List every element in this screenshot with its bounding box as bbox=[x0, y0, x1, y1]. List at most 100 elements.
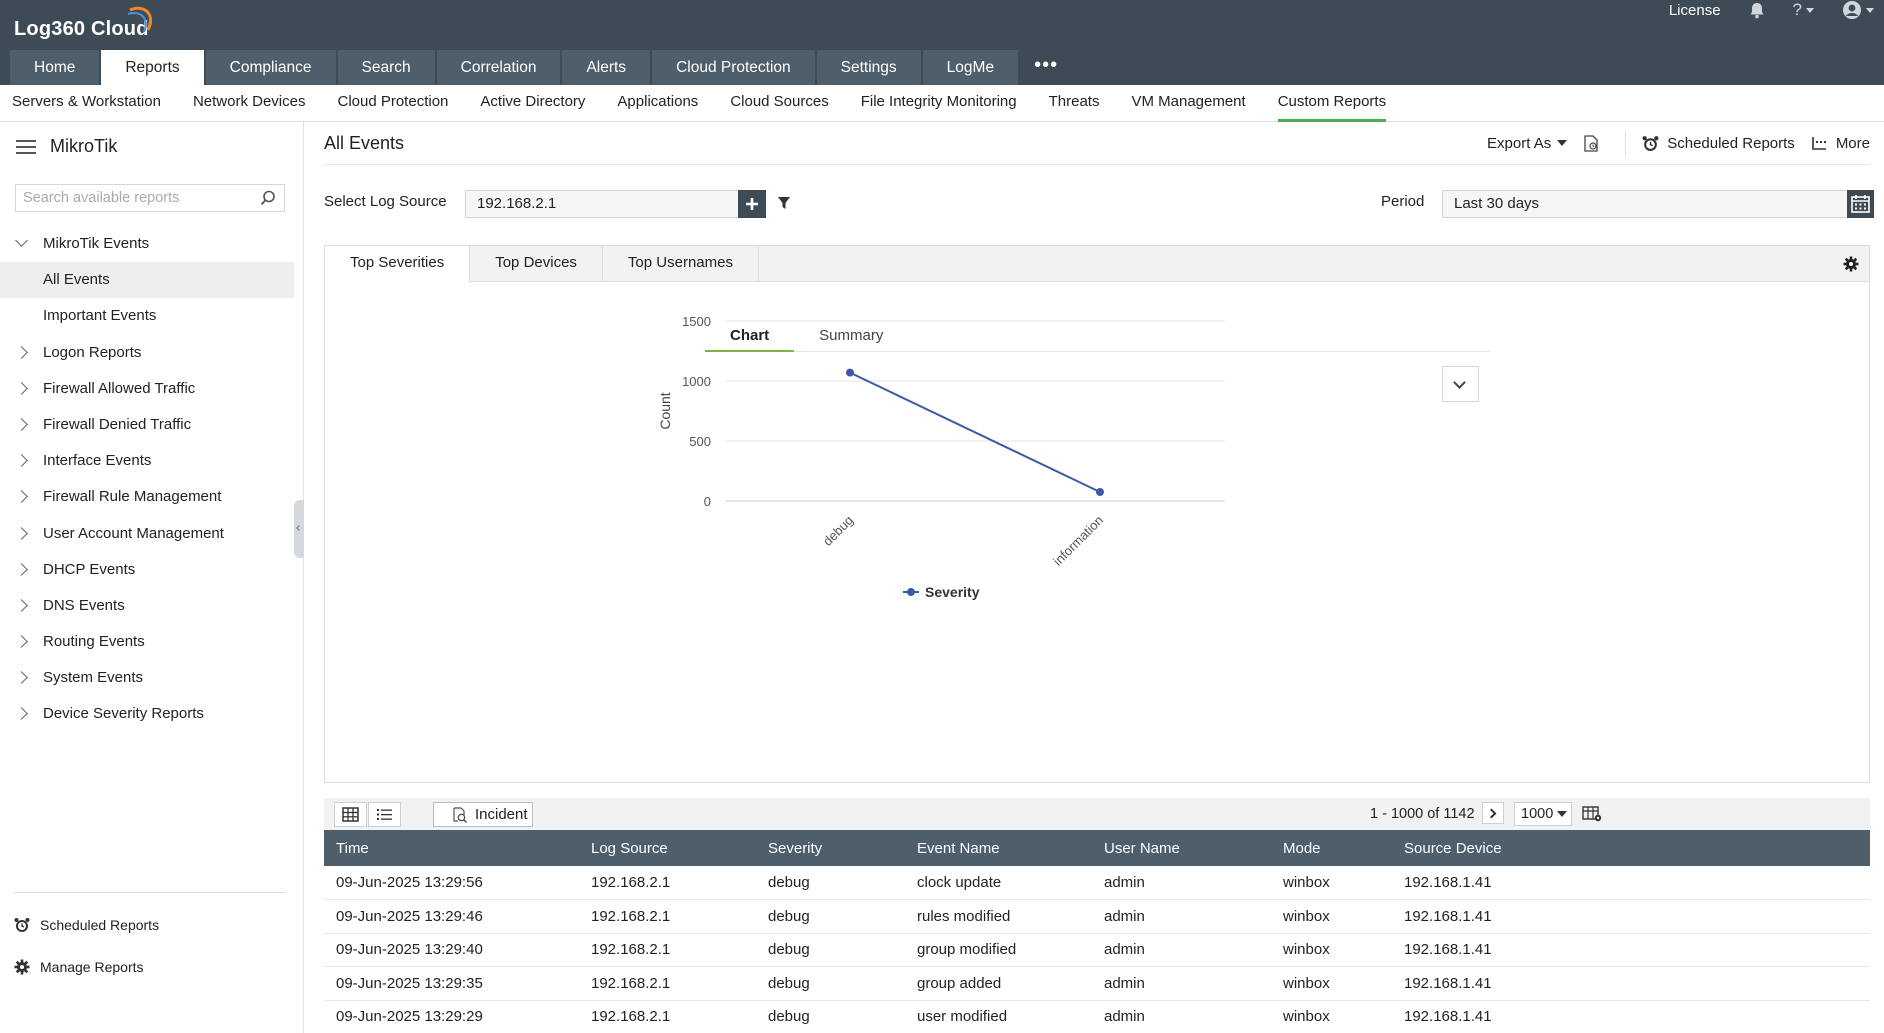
column-header-mode[interactable]: Mode bbox=[1271, 830, 1392, 866]
main-tab-search[interactable]: Search bbox=[337, 50, 435, 85]
chart-type-dropdown[interactable] bbox=[1442, 366, 1479, 402]
cell-mode: winbox bbox=[1271, 966, 1392, 1001]
log-source-field[interactable]: 192.168.2.1 bbox=[465, 190, 765, 218]
sidebar-item-firewall-rule-management[interactable]: Firewall Rule Management bbox=[0, 479, 304, 515]
view-tab-summary[interactable]: Summary bbox=[819, 327, 884, 344]
column-header-source-device[interactable]: Source Device bbox=[1392, 830, 1870, 866]
main-tab-logme[interactable]: LogMe bbox=[922, 50, 1019, 85]
subnav-vm-management[interactable]: VM Management bbox=[1131, 93, 1246, 110]
main-tab-cloud-protection[interactable]: Cloud Protection bbox=[652, 50, 815, 85]
data-point-information[interactable] bbox=[1096, 488, 1104, 496]
more-button[interactable]: More bbox=[1811, 135, 1870, 152]
sidebar-item-firewall-allowed-traffic[interactable]: Firewall Allowed Traffic bbox=[0, 371, 304, 407]
period-field[interactable]: Last 30 days bbox=[1442, 190, 1874, 218]
subnav-network-devices[interactable]: Network Devices bbox=[192, 93, 306, 110]
table-row[interactable]: 09-Jun-2025 13:29:56 192.168.2.1 debug cloc… bbox=[324, 866, 1870, 900]
y-tick-label: 500 bbox=[689, 434, 711, 449]
sidebar-item-system-events[interactable]: System Events bbox=[0, 660, 304, 696]
manage-reports-label: Manage Reports bbox=[40, 959, 144, 975]
subnav-custom-reports[interactable]: Custom Reports bbox=[1277, 85, 1387, 122]
column-header-log-source[interactable]: Log Source bbox=[579, 830, 756, 866]
hamburger-menu-icon[interactable] bbox=[16, 139, 36, 154]
sidebar-item-routing-events[interactable]: Routing Events bbox=[0, 624, 304, 660]
sidebar-item-all-events[interactable]: All Events bbox=[0, 262, 294, 299]
grid-view-button[interactable] bbox=[334, 802, 367, 827]
sidebar-item-logon-reports[interactable]: Logon Reports bbox=[0, 335, 304, 371]
manage-reports-link[interactable]: Manage Reports bbox=[14, 947, 286, 987]
scheduled-reports-button[interactable]: Scheduled Reports bbox=[1642, 135, 1795, 152]
cell-event-name: clock update bbox=[905, 866, 1092, 900]
help-menu[interactable]: ? bbox=[1793, 0, 1814, 20]
main-tab-compliance[interactable]: Compliance bbox=[205, 50, 336, 85]
cell-log-source: 192.168.2.1 bbox=[579, 899, 756, 934]
export-as-button[interactable]: Export As bbox=[1487, 135, 1568, 152]
sidebar-item-important-events[interactable]: Important Events bbox=[43, 307, 157, 325]
page-size-select[interactable]: 1000 bbox=[1514, 802, 1572, 826]
sidebar-item-interface-events[interactable]: Interface Events bbox=[0, 443, 304, 479]
filter-icon[interactable] bbox=[777, 196, 791, 210]
table-row[interactable]: 09-Jun-2025 13:29:46 192.168.2.1 debug rule… bbox=[324, 899, 1870, 934]
subnav-active-directory[interactable]: Active Directory bbox=[480, 93, 586, 110]
export-pdf-icon[interactable] bbox=[1583, 134, 1607, 152]
main-tab-alerts[interactable]: Alerts bbox=[562, 50, 651, 85]
table-row[interactable]: 09-Jun-2025 13:29:40 192.168.2.1 debug grou… bbox=[324, 933, 1870, 967]
subnav-cloud-protection[interactable]: Cloud Protection bbox=[337, 93, 449, 110]
column-header-user-name[interactable]: User Name bbox=[1092, 830, 1271, 866]
data-point-debug[interactable] bbox=[846, 368, 854, 377]
view-tab-chart[interactable]: Chart bbox=[705, 326, 795, 352]
column-header-severity[interactable]: Severity bbox=[756, 830, 905, 866]
more-options-icon bbox=[1812, 137, 1826, 150]
search-icon[interactable] bbox=[260, 190, 276, 206]
legend-marker bbox=[907, 588, 915, 596]
sidebar-collapse-handle[interactable] bbox=[294, 500, 304, 558]
user-menu[interactable] bbox=[1842, 0, 1874, 20]
tab-top-devices[interactable]: Top Devices bbox=[470, 246, 603, 282]
subnav-threats[interactable]: Threats bbox=[1048, 93, 1100, 110]
column-header-event-name[interactable]: Event Name bbox=[905, 830, 1092, 866]
settings-gear-icon[interactable] bbox=[1843, 256, 1859, 272]
main-tab-reports[interactable]: Reports bbox=[101, 50, 204, 85]
subnav-cloud-sources[interactable]: Cloud Sources bbox=[730, 93, 829, 110]
tab-top-usernames[interactable]: Top Usernames bbox=[603, 246, 759, 282]
top-right-actions: License ? bbox=[1641, 0, 1874, 20]
sidebar-item-device-severity-reports[interactable]: Device Severity Reports bbox=[0, 696, 304, 732]
sidebar-item-label: DHCP Events bbox=[43, 560, 136, 578]
main-tab-correlation[interactable]: Correlation bbox=[436, 50, 561, 85]
column-chooser-icon[interactable] bbox=[1582, 805, 1602, 822]
cell-severity: debug bbox=[756, 933, 905, 967]
chart-tab-bar: Top Severities Top Devices Top Usernames bbox=[325, 246, 1869, 283]
sidebar-item-user-account-management[interactable]: User Account Management bbox=[0, 516, 304, 552]
notifications-bell-icon[interactable] bbox=[1749, 2, 1765, 19]
cell-event-name: user modified bbox=[905, 1000, 1092, 1033]
cell-source-device: 192.168.1.41 bbox=[1392, 899, 1870, 934]
sidebar-item-dns-events[interactable]: DNS Events bbox=[0, 588, 304, 624]
main-tabs: Home Reports Compliance Search Correlation Al… bbox=[10, 50, 1074, 85]
sidebar-item-dhcp-events[interactable]: DHCP Events bbox=[0, 552, 304, 588]
scheduled-reports-link[interactable]: Scheduled Reports bbox=[14, 905, 286, 945]
more-tabs-icon[interactable]: ••• bbox=[1034, 54, 1059, 76]
incident-button[interactable]: Incident bbox=[433, 802, 533, 827]
report-search-input[interactable] bbox=[16, 185, 251, 211]
table-row[interactable]: 09-Jun-2025 13:29:35 192.168.2.1 debug grou… bbox=[324, 966, 1870, 1001]
add-log-source-button[interactable] bbox=[738, 190, 766, 218]
tab-top-severities[interactable]: Top Severities bbox=[325, 246, 471, 283]
sidebar-item-firewall-denied-traffic[interactable]: Firewall Denied Traffic bbox=[0, 407, 304, 443]
calendar-button[interactable] bbox=[1847, 190, 1874, 218]
app-logo[interactable]: Log360 Cloud bbox=[14, 18, 149, 40]
license-link[interactable]: License bbox=[1668, 1, 1721, 19]
legend-item-severity[interactable]: Severity bbox=[903, 584, 980, 600]
subnav-file-integrity-monitoring[interactable]: File Integrity Monitoring bbox=[860, 93, 1017, 110]
main-tab-home[interactable]: Home bbox=[10, 50, 100, 85]
series-line-severity bbox=[849, 371, 1101, 493]
next-page-button[interactable] bbox=[1482, 802, 1504, 824]
cell-log-source: 192.168.2.1 bbox=[579, 933, 756, 967]
period-label: Period bbox=[1381, 193, 1425, 210]
column-header-time[interactable]: Time bbox=[324, 830, 579, 866]
main-tab-settings[interactable]: Settings bbox=[816, 50, 921, 85]
table-row[interactable]: 09-Jun-2025 13:29:29 192.168.2.1 debug user… bbox=[324, 1000, 1870, 1033]
subnav-servers-workstation[interactable]: Servers & Workstation bbox=[12, 93, 161, 110]
tree-group-mikrotik-events[interactable]: MikroTik Events bbox=[0, 226, 304, 262]
table-body: 09-Jun-2025 13:29:56 192.168.2.1 debug cloc… bbox=[324, 866, 1870, 1033]
list-view-button[interactable] bbox=[368, 802, 401, 827]
subnav-applications[interactable]: Applications bbox=[617, 93, 699, 110]
